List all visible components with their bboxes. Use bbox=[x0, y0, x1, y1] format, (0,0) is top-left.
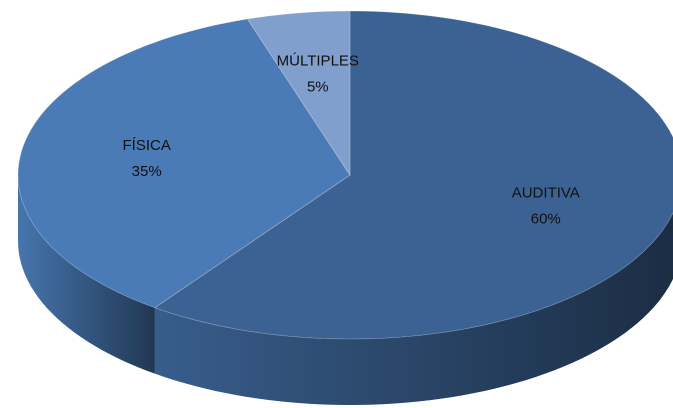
pie-slice bbox=[153, 10, 673, 340]
pie-slice bbox=[17, 18, 351, 309]
slice-label: AUDITIVA bbox=[512, 184, 580, 201]
pie-slice bbox=[246, 10, 351, 177]
slice-value-label: 60% bbox=[531, 210, 561, 227]
slice-value-label: 35% bbox=[132, 163, 162, 180]
slice-value-label: 5% bbox=[307, 79, 329, 96]
slice-label: FÍSICA bbox=[123, 137, 171, 154]
pie-side-shade bbox=[154, 212, 673, 405]
pie-side-shade bbox=[18, 175, 155, 374]
slice-label: MÚLTIPLES bbox=[277, 53, 359, 70]
